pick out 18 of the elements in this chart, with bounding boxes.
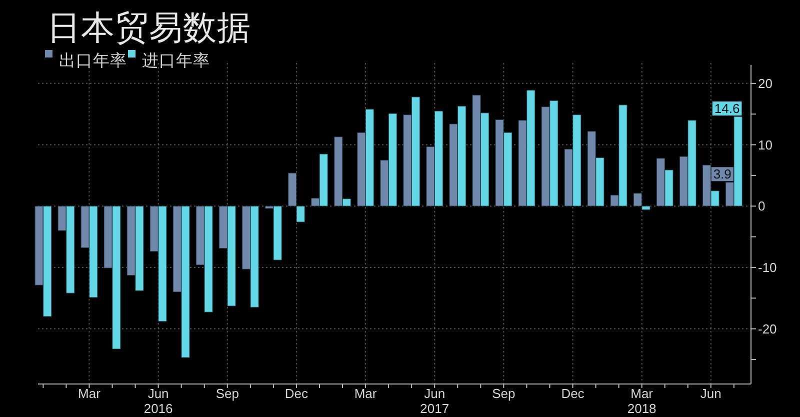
legend-label: 进口年率	[142, 51, 210, 70]
x-tick-label: Mar	[78, 386, 102, 401]
chart-title: 日本贸易数据	[47, 10, 251, 47]
x-tick-label: Sep	[492, 386, 516, 401]
x-tick-label: Jun	[700, 386, 722, 401]
x-tick-label: Mar 2018	[627, 386, 656, 416]
y-tick-label: 10	[758, 137, 772, 152]
x-tick-label: Jun 2016	[144, 386, 173, 416]
x-tick-label: Dec	[561, 386, 585, 401]
y-tick-label: 0	[758, 198, 766, 214]
x-tick-label: Dec	[284, 386, 309, 401]
x-tick-label: Mar	[354, 386, 378, 401]
x-tick-label: Sep	[216, 386, 239, 401]
x-tick-label: Jun 2017	[420, 386, 450, 416]
y-tick-label: -10	[758, 260, 777, 275]
legend-label: 出口年率	[59, 51, 127, 70]
y-tick-label: 20	[758, 76, 772, 91]
y-tick-label: -20	[758, 321, 777, 336]
